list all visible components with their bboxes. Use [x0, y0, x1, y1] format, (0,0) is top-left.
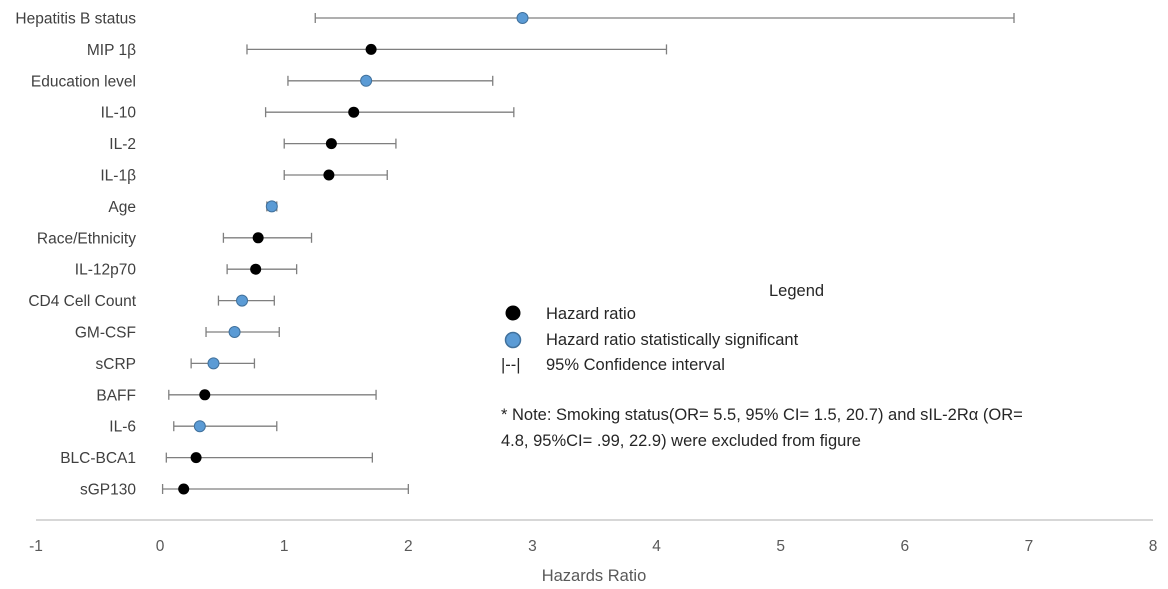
row-il-6: IL-6	[109, 419, 278, 436]
legend-entry-confidence-interval: 95% Confidence interval	[546, 356, 725, 374]
legend-title: Legend	[769, 282, 824, 300]
hazard-ratio-point-significant	[265, 200, 278, 213]
category-label: IL-10	[101, 105, 137, 122]
legend-black-dot-icon	[505, 305, 521, 321]
category-label: CD4 Cell Count	[28, 293, 136, 310]
rows-layer: Hepatitis B status MIP 1β Education level I…	[15, 11, 1015, 499]
row-mip-1: MIP 1β	[87, 42, 668, 59]
hazard-ratio-point	[325, 138, 337, 150]
x-tick-label: 1	[280, 538, 289, 555]
legend-entry-hazard-ratio: Hazard ratio	[546, 305, 636, 323]
hazard-ratio-point-significant	[516, 12, 529, 24]
x-tick-label: 3	[528, 538, 537, 555]
row-education-level: Education level	[31, 73, 494, 90]
row-il-1: IL-1β	[100, 168, 388, 185]
category-label: IL-12p70	[75, 262, 137, 279]
row-il-10: IL-10	[101, 105, 515, 122]
category-label: Hepatitis B status	[15, 11, 136, 28]
category-label: MIP 1β	[87, 42, 136, 59]
row-gm-csf: GM-CSF	[75, 325, 280, 342]
hazard-ratio-point	[190, 452, 202, 464]
x-tick-label: -1	[29, 538, 43, 555]
hazard-ratio-point	[199, 389, 211, 401]
category-label: sCRP	[96, 356, 136, 373]
hazard-ratio-point	[178, 483, 190, 495]
x-tick-label: 8	[1149, 538, 1158, 555]
row-il-12p70: IL-12p70	[75, 262, 298, 279]
category-label: IL-2	[109, 136, 136, 153]
row-scrp: sCRP	[96, 356, 256, 373]
x-tick-label: 4	[652, 538, 661, 555]
hazard-ratio-point-significant	[360, 74, 373, 87]
hazard-ratio-point	[250, 263, 262, 275]
category-label: IL-1β	[100, 168, 136, 185]
note-line-2: 4.8, 95%CI= .99, 22.9) were excluded fro…	[501, 432, 861, 450]
x-axis-ticks: -1 0 1 2 3 4 5 6 7 8	[29, 538, 1157, 555]
x-axis-title: Hazards Ratio	[542, 567, 647, 585]
x-tick-label: 0	[156, 538, 165, 555]
category-label: sGP130	[80, 482, 136, 499]
hazard-ratio-point-significant	[228, 326, 241, 338]
exclusion-note: * Note: Smoking status(OR= 5.5, 95% CI= …	[501, 406, 1023, 450]
note-line-1: * Note: Smoking status(OR= 5.5, 95% CI= …	[501, 406, 1023, 424]
x-tick-label: 6	[900, 538, 909, 555]
row-baff: BAFF	[96, 387, 377, 404]
legend-ci-symbol: |--|	[501, 356, 521, 374]
hazard-ratio-point	[348, 106, 360, 118]
row-blc-bca1: BLC-BCA1	[60, 450, 373, 467]
legend-blue-dot-icon	[504, 331, 522, 349]
x-tick-label: 2	[404, 538, 413, 555]
row-hepatitis-b-status: Hepatitis B status	[15, 11, 1015, 28]
category-label: BAFF	[96, 387, 136, 404]
category-label: Education level	[31, 73, 136, 90]
category-label: BLC-BCA1	[60, 450, 136, 467]
hazard-ratio-point	[252, 232, 264, 244]
category-label: GM-CSF	[75, 325, 136, 342]
legend: Legend Hazard ratio Hazard ratio statist…	[501, 282, 824, 374]
row-cd4-cell-count: CD4 Cell Count	[28, 293, 275, 310]
category-label: IL-6	[109, 419, 136, 436]
hazard-ratio-point-significant	[236, 294, 249, 307]
row-age: Age	[108, 199, 278, 216]
category-label: Age	[108, 199, 136, 216]
row-il-2: IL-2	[109, 136, 397, 153]
hazard-ratio-point-significant	[193, 420, 206, 433]
legend-entry-significant: Hazard ratio statistically significant	[546, 331, 799, 349]
hazard-ratio-point-significant	[207, 357, 220, 370]
hazard-ratio-point	[323, 169, 335, 181]
row-sgp130: sGP130	[80, 482, 409, 499]
x-tick-label: 5	[776, 538, 785, 555]
category-label: Race/Ethnicity	[37, 230, 136, 247]
hazard-ratio-point	[365, 43, 377, 55]
row-race-ethnicity: Race/Ethnicity	[37, 230, 313, 247]
x-tick-label: 7	[1025, 538, 1034, 555]
